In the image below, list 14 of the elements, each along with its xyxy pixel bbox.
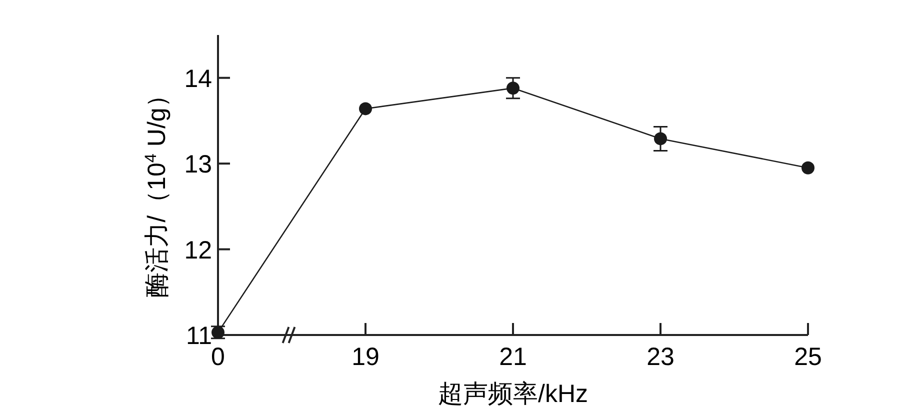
point (506, 82, 520, 95)
y-tick-label: 12 (184, 236, 212, 264)
point (654, 132, 667, 146)
x-axis-title: 超声频率/kHz (438, 380, 588, 408)
x-tick-label: 19 (352, 343, 380, 371)
point (359, 102, 372, 116)
x-tick-label: 0 (211, 343, 225, 371)
x-tick-label: 23 (646, 343, 674, 371)
y-tick-label: 13 (184, 150, 212, 179)
x-tick-label: 21 (499, 343, 527, 371)
x-tick-label: 25 (794, 343, 822, 371)
y-tick-label: 14 (184, 64, 212, 93)
point (802, 161, 814, 174)
y-tick-label: 11 (186, 322, 212, 350)
